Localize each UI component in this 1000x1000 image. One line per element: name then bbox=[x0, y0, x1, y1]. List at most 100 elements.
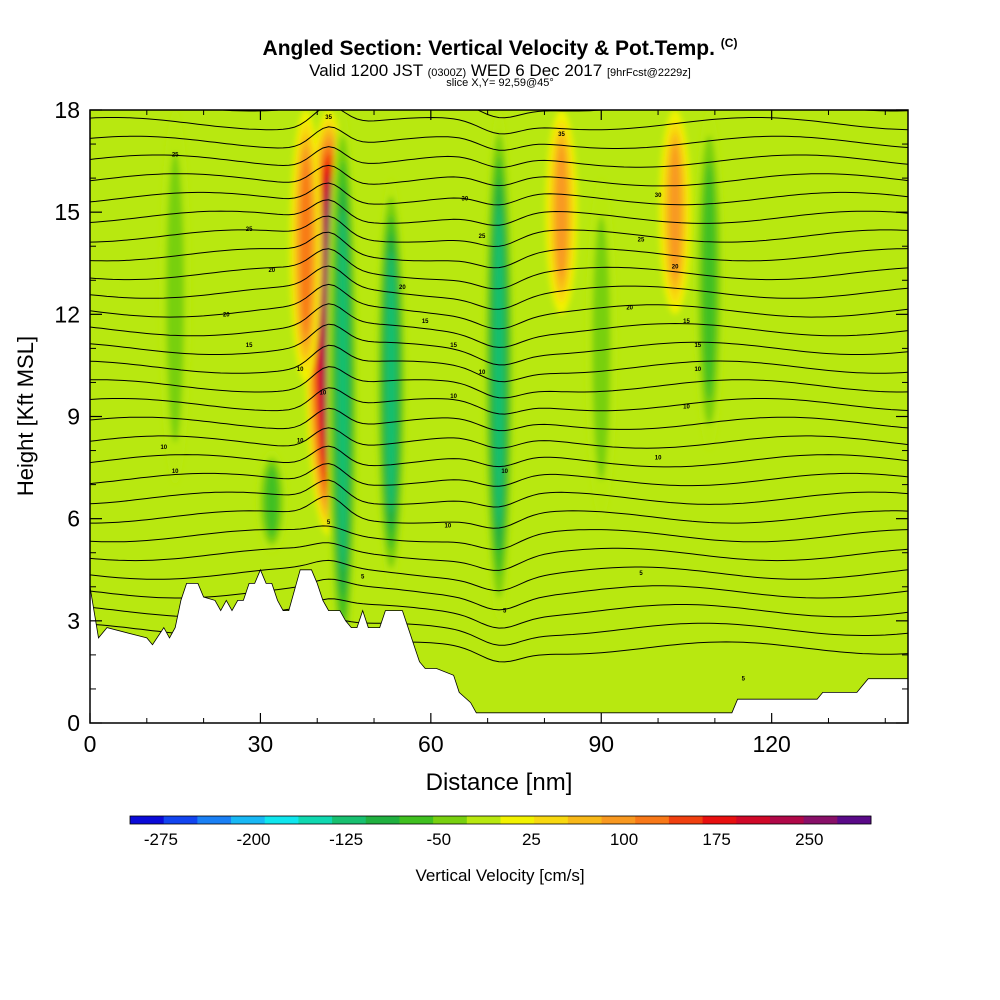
colorbar-swatch bbox=[433, 816, 468, 824]
isentrope-line bbox=[90, 215, 908, 248]
velocity-cell bbox=[669, 144, 681, 280]
isentrope-label: 20 bbox=[672, 265, 679, 271]
isentrope-label: 35 bbox=[558, 132, 565, 138]
terrain-outline bbox=[90, 568, 908, 714]
colorbar-tick-label: 175 bbox=[702, 830, 730, 849]
isentrope-label: 10 bbox=[172, 469, 179, 475]
forecast-info: [9hrFcst@2229z] bbox=[606, 67, 691, 79]
isentrope-label: 10 bbox=[683, 404, 690, 410]
isentrope-label: 20 bbox=[268, 268, 275, 274]
isentrope-line bbox=[90, 182, 908, 206]
y-tick-label: 9 bbox=[67, 404, 80, 430]
isentrope-line bbox=[90, 462, 908, 487]
colorbar-tick-label: -275 bbox=[144, 830, 178, 849]
isentrope-line bbox=[90, 427, 908, 449]
isentrope-label: 20 bbox=[399, 285, 406, 291]
y-tick-label: 6 bbox=[67, 506, 80, 532]
isentrope-line bbox=[90, 164, 908, 187]
colorbar-swatch bbox=[668, 816, 703, 824]
isentrope-label: 30 bbox=[655, 193, 662, 199]
x-tick-label: 120 bbox=[752, 731, 790, 757]
velocity-cell bbox=[301, 159, 311, 334]
x-tick-label: 0 bbox=[84, 731, 97, 757]
colorbar-tick-label: 25 bbox=[522, 830, 541, 849]
y-tick-label: 18 bbox=[54, 97, 80, 123]
colorbar-swatch bbox=[163, 816, 198, 824]
isentrope-label: 25 bbox=[172, 152, 179, 158]
isentrope-label: 5 bbox=[503, 609, 507, 615]
colorbar-swatch bbox=[635, 816, 670, 824]
colorbar-swatch bbox=[365, 816, 400, 824]
colorbar-swatch bbox=[534, 816, 569, 824]
velocity-cell bbox=[592, 216, 611, 481]
isentrope-line bbox=[90, 265, 908, 310]
y-axis-label: Height [Kft MSL] bbox=[13, 336, 38, 496]
colorbar-swatch bbox=[702, 816, 737, 824]
colorbar-swatch bbox=[197, 816, 232, 824]
isentrope-label: 5 bbox=[361, 575, 365, 581]
x-tick-label: 90 bbox=[588, 731, 614, 757]
chart-title: Angled Section: Vertical Velocity & Pot.… bbox=[0, 36, 1000, 61]
y-tick-label: 3 bbox=[67, 608, 80, 634]
isentrope-label: 10 bbox=[479, 370, 486, 376]
axes: 0 30 60 90 120 0 3 6 9 12 15 18 bbox=[54, 97, 908, 757]
isentrope-label: 20 bbox=[223, 312, 230, 318]
isentrope-label: 15 bbox=[683, 319, 690, 325]
isentrope-label: 5 bbox=[327, 520, 331, 526]
isentrope-line bbox=[90, 407, 908, 432]
y-tick-label: 15 bbox=[54, 199, 80, 225]
colorbar-swatch bbox=[601, 816, 636, 824]
isentrope-label: 5 bbox=[639, 571, 643, 577]
isentrope-line bbox=[90, 303, 908, 348]
chart-title-unit: (C) bbox=[720, 36, 738, 50]
isentrope-line bbox=[90, 199, 908, 226]
slice-info: slice X,Y= 92,59@45° bbox=[446, 77, 554, 89]
isentrope-label: 10 bbox=[297, 438, 304, 444]
isentrope-labels: 35 25 35 30 30 25 25 25 20 20 20 20 20 15 15 15 15 15 10 10… bbox=[160, 115, 745, 683]
isentrope-line bbox=[90, 283, 908, 330]
colorbar-tick-label: -200 bbox=[236, 830, 270, 849]
isentrope-line bbox=[90, 323, 908, 366]
isentrope-line bbox=[90, 495, 908, 529]
terrain bbox=[90, 568, 908, 723]
colorbar-swatch bbox=[231, 816, 266, 824]
isentrope-line bbox=[90, 126, 908, 151]
x-tick-label: 60 bbox=[418, 731, 444, 757]
colorbar-swatch bbox=[736, 816, 771, 824]
isentrope-line bbox=[90, 231, 908, 269]
valid-time-line: Valid 1200 JST (0300Z) WED 6 Dec 2017 [9… bbox=[0, 61, 1000, 81]
velocity-cell bbox=[338, 211, 348, 571]
isentrope-label: 10 bbox=[320, 391, 327, 397]
colorbar-swatch bbox=[769, 816, 805, 824]
terrain-mask bbox=[90, 569, 908, 723]
colorbar-frame bbox=[129, 815, 872, 825]
isentrope-line bbox=[90, 479, 908, 508]
isentrope-line bbox=[90, 344, 908, 383]
isentrope-label: 15 bbox=[246, 343, 253, 349]
velocity-cell bbox=[265, 465, 279, 538]
isentrope-line bbox=[90, 445, 908, 468]
colorbar-swatch bbox=[399, 816, 434, 824]
chart-title-text: Angled Section: Vertical Velocity & Pot.… bbox=[262, 37, 715, 60]
plot-area: 35 25 35 30 30 25 25 25 20 20 20 20 20 15 15 15 15 15 10 10… bbox=[90, 110, 908, 723]
isentrope-label: 30 bbox=[462, 197, 469, 203]
isentrope-label: 10 bbox=[450, 394, 457, 400]
isentrope-line bbox=[90, 542, 908, 571]
isentrope-label: 15 bbox=[694, 343, 701, 349]
isentrope-line bbox=[90, 387, 908, 415]
colorbar-tick-label: -125 bbox=[329, 830, 363, 849]
isentrope-label: 25 bbox=[479, 234, 486, 240]
isentrope-label: 15 bbox=[422, 319, 429, 325]
colorbar-swatch bbox=[332, 816, 367, 824]
valid-utc: (0300Z) bbox=[427, 67, 467, 79]
isentrope-label: 10 bbox=[297, 367, 304, 373]
colorbar-swatch bbox=[130, 816, 165, 824]
colorbar-swatch bbox=[298, 816, 333, 824]
isentrope-label: 10 bbox=[160, 445, 167, 451]
velocity-cell bbox=[386, 251, 396, 514]
colorbar-swatch bbox=[264, 816, 299, 824]
valid-date: WED 6 Dec 2017 bbox=[470, 61, 603, 80]
x-tick-label: 30 bbox=[248, 731, 274, 757]
velocity-cell bbox=[494, 201, 504, 529]
